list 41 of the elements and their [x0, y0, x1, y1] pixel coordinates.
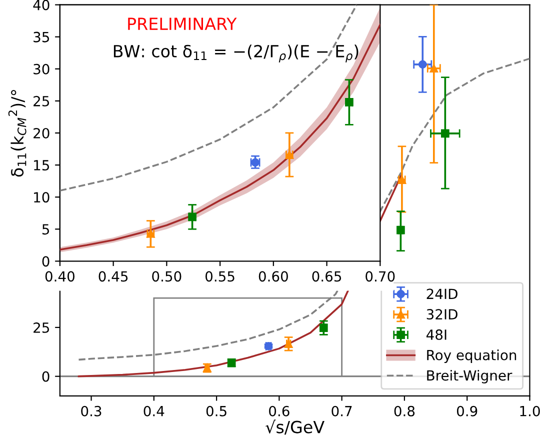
x-tick-label: 0.9: [456, 406, 478, 416]
x-tick-label: 0.40: [45, 271, 74, 282]
x-tick-label: 1.0: [520, 406, 540, 416]
y-tick-label: 25: [34, 322, 50, 333]
line-series: [60, 4, 358, 192]
y-tick-label: 10: [34, 192, 50, 203]
y-tick-label: 0: [42, 371, 50, 382]
x-tick-label: 0.70: [366, 271, 395, 282]
x-tick-label: 0.8: [394, 406, 415, 416]
x-axis-title: √s/GeV: [266, 420, 324, 435]
y-axis-title: δ$_{11}$(k$_{CM}$$^{2}$)/°: [8, 90, 26, 177]
legend-label: 32ID: [426, 309, 458, 320]
x-tick-label: 0.5: [206, 406, 226, 416]
x-tick-label: 0.7: [332, 406, 352, 416]
annotation: BW: cot δ$_{11}$ = −(2/Γ$_{ρ}$)(E − E$_{ρ}$): [114, 44, 358, 62]
x-tick-label: 0.55: [206, 271, 234, 282]
x-tick-label: 0.50: [152, 271, 182, 282]
y-tick-label: 25: [34, 96, 50, 106]
x-tick-label: 0.6: [269, 406, 290, 416]
y-tick-label: 35: [34, 32, 50, 42]
x-tick-label: 0.45: [98, 271, 128, 282]
point: [430, 64, 438, 73]
y-tick-label: 40: [33, 0, 50, 10]
x-tick-label: 0.3: [81, 406, 102, 416]
x-tick-label: 0.65: [312, 271, 342, 282]
x-tick-label: 0.4: [144, 406, 164, 416]
y-tick-label: 5: [42, 224, 50, 235]
y-tick-label: 20: [34, 128, 50, 138]
y-tick-label: 30: [34, 64, 50, 74]
legend-label: 48I: [426, 329, 446, 340]
annotation: PRELIMINARY: [128, 18, 237, 30]
point: [441, 129, 450, 138]
point: [284, 340, 293, 348]
x-tick-label: 0.60: [258, 271, 288, 282]
y-tick-label: 15: [34, 160, 50, 170]
y-tick-label: 0: [42, 256, 50, 267]
legend-label: Roy equation: [427, 350, 516, 363]
legend-label: 24ID: [426, 288, 458, 299]
point: [319, 324, 328, 332]
point: [418, 60, 427, 69]
legend-label: Breit-Wigner: [427, 370, 512, 384]
